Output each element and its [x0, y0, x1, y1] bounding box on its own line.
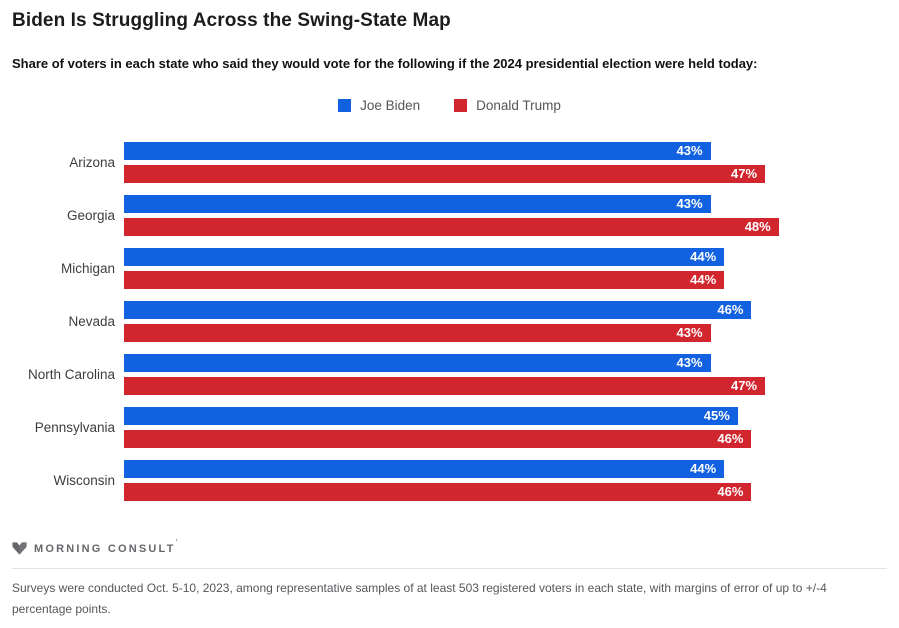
legend: Joe Biden Donald Trump — [12, 98, 887, 113]
bar-value-label: 43% — [676, 355, 703, 370]
brand-name: MORNING CONSULT’ — [34, 538, 180, 555]
category-label: Pennsylvania — [34, 420, 115, 435]
legend-label: Joe Biden — [360, 98, 421, 113]
bar-value-label: 48% — [744, 219, 771, 234]
bar-joe-biden: 45% — [124, 407, 738, 425]
chart-row: Georgia 43% 48% — [12, 195, 887, 236]
bar-value-label: 47% — [731, 378, 758, 393]
category-label: Georgia — [66, 208, 115, 223]
bar-group: 44% 46% — [124, 460, 806, 501]
bar-group: 44% 44% — [124, 248, 806, 289]
bar-value-label: 46% — [717, 484, 744, 499]
chart-row: Nevada 46% 43% — [12, 301, 887, 342]
chart-row: Michigan 44% 44% — [12, 248, 887, 289]
bar-group: 45% 46% — [124, 407, 806, 448]
footer-divider — [12, 568, 887, 569]
bar-value-label: 43% — [676, 196, 703, 211]
brand-row: MORNING CONSULT’ — [12, 538, 887, 556]
bar-value-label: 46% — [717, 302, 744, 317]
bar-value-label: 43% — [676, 143, 703, 158]
bar-joe-biden: 46% — [124, 301, 752, 319]
brand-trademark: ’ — [175, 538, 180, 546]
category-label: Arizona — [69, 155, 115, 170]
chart-row: Wisconsin 44% 46% — [12, 460, 887, 501]
bar-donald-trump: 43% — [124, 324, 711, 342]
bar-value-label: 44% — [690, 272, 717, 287]
category-label: Nevada — [68, 314, 115, 329]
bar-group: 43% 47% — [124, 354, 806, 395]
bar-joe-biden: 44% — [124, 460, 725, 478]
bar-donald-trump: 44% — [124, 271, 725, 289]
bar-joe-biden: 43% — [124, 195, 711, 213]
bar-donald-trump: 46% — [124, 483, 752, 501]
bar-joe-biden: 43% — [124, 354, 711, 372]
category-label: North Carolina — [27, 367, 115, 382]
bar-value-label: 45% — [703, 408, 730, 423]
chart: Arizona 43% 47% Georgia 43% 48% Michigan 44% 44%… — [12, 142, 887, 501]
legend-item-0: Joe Biden — [338, 98, 420, 113]
chart-subtitle: Share of voters in each state who said t… — [12, 56, 758, 71]
category-label: Michigan — [60, 261, 115, 276]
bar-group: 43% 47% — [124, 142, 806, 183]
legend-swatch-icon — [454, 99, 468, 112]
source-note: Surveys were conducted Oct. 5-10, 2023, … — [12, 581, 827, 616]
chart-title: Biden Is Struggling Across the Swing-Sta… — [12, 10, 451, 31]
bar-value-label: 43% — [676, 325, 703, 340]
chart-row: Pennsylvania 45% 46% — [12, 407, 887, 448]
bar-donald-trump: 47% — [124, 165, 766, 183]
bar-donald-trump: 47% — [124, 377, 766, 395]
bar-value-label: 46% — [717, 431, 744, 446]
bar-donald-trump: 48% — [124, 218, 779, 236]
bar-group: 46% 43% — [124, 301, 806, 342]
legend-swatch-icon — [338, 99, 352, 112]
bar-value-label: 44% — [690, 249, 717, 264]
bar-value-label: 47% — [731, 166, 758, 181]
legend-label: Donald Trump — [476, 98, 561, 113]
legend-item-1: Donald Trump — [454, 98, 561, 113]
bar-joe-biden: 44% — [124, 248, 725, 266]
chart-row: Arizona 43% 47% — [12, 142, 887, 183]
category-label: Wisconsin — [53, 473, 115, 488]
chart-row: North Carolina 43% 47% — [12, 354, 887, 395]
bar-donald-trump: 46% — [124, 430, 752, 448]
bar-value-label: 44% — [690, 461, 717, 476]
bar-group: 43% 48% — [124, 195, 806, 236]
bar-joe-biden: 43% — [124, 142, 711, 160]
morning-consult-logo-icon — [12, 542, 27, 555]
